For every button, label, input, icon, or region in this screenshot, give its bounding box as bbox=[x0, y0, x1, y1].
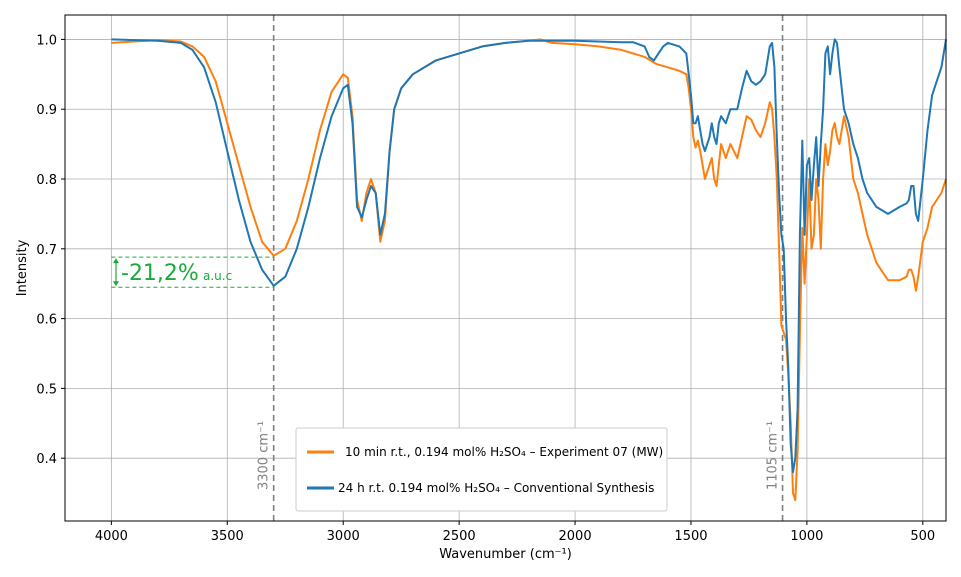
vline-label-1105: 1105 cm⁻¹ bbox=[766, 421, 781, 490]
x-tick-label: 2500 bbox=[443, 529, 476, 544]
annotation-arrow-head-bottom bbox=[113, 281, 119, 287]
legend-entry-experiment-07: 10 min r.t., 0.194 mol% H₂SO₄ – Experime… bbox=[345, 445, 663, 459]
annotation-unit: a.u.c bbox=[203, 269, 232, 283]
x-tick-label: 3500 bbox=[211, 529, 244, 544]
x-tick-label: 1000 bbox=[790, 529, 823, 544]
x-tick-label: 3000 bbox=[327, 529, 360, 544]
plot-frame bbox=[64, 14, 947, 522]
series-line-1 bbox=[111, 38, 947, 474]
axis-ticks: 4000 3500 3000 2500 2000 1500 1000 500 0.4 0.5 0.6… bbox=[36, 33, 935, 544]
y-tick-label: 0.5 bbox=[36, 382, 57, 397]
reference-lines: 3300 cm⁻¹ 1105 cm⁻¹ bbox=[257, 15, 784, 521]
y-tick-label: 0.7 bbox=[36, 243, 57, 258]
y-tick-label: 0.6 bbox=[36, 313, 57, 328]
legend: 10 min r.t., 0.194 mol% H₂SO₄ – Experime… bbox=[295, 427, 668, 512]
x-tick-label: 1500 bbox=[674, 529, 707, 544]
series-lines bbox=[111, 38, 947, 502]
annotation-arrow-head-top bbox=[113, 258, 119, 264]
annotation: -21,2% a.u.c bbox=[111, 256, 274, 288]
y-tick-label: 0.4 bbox=[36, 452, 57, 467]
y-axis-label: Intensity bbox=[15, 239, 30, 296]
vline-label-3300: 3300 cm⁻¹ bbox=[257, 421, 272, 490]
x-tick-label: 4000 bbox=[95, 529, 128, 544]
y-tick-label: 0.9 bbox=[36, 103, 57, 118]
series-line-0 bbox=[111, 38, 947, 502]
x-axis-label: Wavenumber (cm⁻¹) bbox=[439, 547, 572, 562]
x-tick-label: 500 bbox=[910, 529, 935, 544]
legend-entry-conventional: 24 h r.t. 0.194 mol% H₂SO₄ – Conventiona… bbox=[338, 481, 654, 495]
x-tick-label: 2000 bbox=[559, 529, 592, 544]
y-tick-label: 1.0 bbox=[36, 33, 57, 48]
annotation-value: -21,2% bbox=[121, 261, 199, 286]
legend-box bbox=[295, 427, 668, 512]
y-tick-label: 0.8 bbox=[36, 173, 57, 188]
